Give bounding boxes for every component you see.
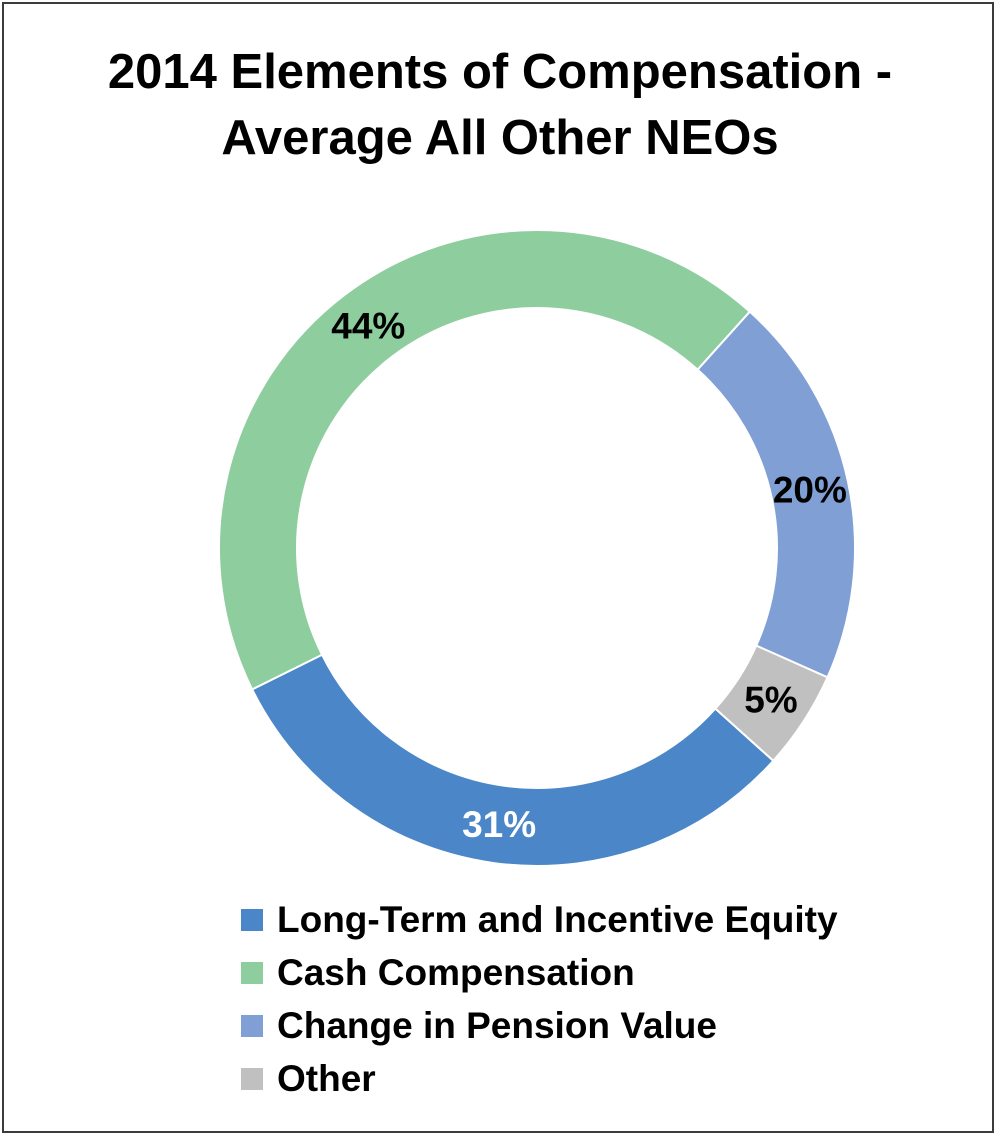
legend-item-cash-compensation: Cash Compensation — [241, 946, 838, 999]
data-label-1: 44% — [331, 305, 405, 346]
donut-slice-3 — [713, 644, 829, 763]
chart-title-line-1: 2014 Elements of Compensation - — [107, 45, 893, 99]
legend-swatch — [241, 961, 263, 984]
legend-swatch — [241, 1067, 263, 1090]
donut-slice-0 — [250, 653, 775, 867]
legend-item-long-term-equity: Long-Term and Incentive Equity — [241, 893, 838, 946]
legend: Long-Term and Incentive Equity Cash Comp… — [241, 893, 838, 1105]
legend-item-other: Other — [241, 1052, 838, 1105]
legend-item-pension-value: Change in Pension Value — [241, 999, 838, 1052]
legend-swatch — [241, 908, 263, 931]
legend-label: Change in Pension Value — [277, 1004, 717, 1046]
legend-label: Other — [277, 1057, 376, 1099]
donut-labels: 31% 44% 20% 5% — [331, 305, 847, 845]
data-label-3: 5% — [744, 679, 797, 720]
chart-title-line-2: Average All Other NEOs — [221, 111, 779, 165]
legend-label: Cash Compensation — [277, 951, 635, 993]
data-label-0: 31% — [462, 804, 536, 845]
legend-label: Long-Term and Incentive Equity — [277, 898, 838, 940]
legend-swatch — [241, 1014, 263, 1037]
data-label-2: 20% — [773, 469, 847, 510]
donut-slices — [218, 229, 856, 867]
donut-slice-1 — [218, 229, 752, 691]
